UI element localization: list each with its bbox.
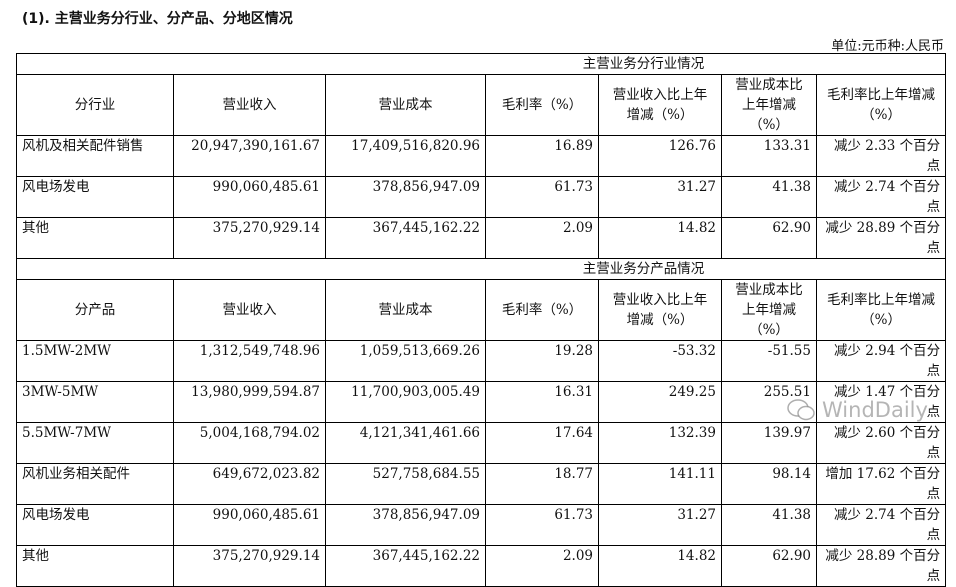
revenue-cell: 13,980,999,594.87 bbox=[173, 381, 326, 423]
margin-cell: 16.89 bbox=[485, 135, 599, 177]
revenue-cell: 990,060,485.61 bbox=[173, 176, 326, 218]
table-row: 风电场发电 990,060,485.61 378,856,947.09 61.7… bbox=[16, 504, 947, 546]
cost-change-cell: 133.31 bbox=[721, 135, 817, 177]
table-row: 1.5MW-2MW 1,312,549,748.96 1,059,513,669… bbox=[16, 340, 947, 382]
cost-cell: 527,758,684.55 bbox=[325, 463, 486, 505]
column-header: 营业成本 bbox=[325, 279, 486, 341]
revenue-cell: 649,672,023.82 bbox=[173, 463, 326, 505]
margin-change-cell: 减少 28.89 个百分点 bbox=[815, 545, 947, 587]
cost-cell: 1,059,513,669.26 bbox=[325, 340, 486, 382]
revenue-change-cell: 14.82 bbox=[598, 545, 722, 587]
revenue-change-cell: 126.76 bbox=[598, 135, 722, 177]
column-header: 营业成本比 上年增减（%） bbox=[721, 279, 817, 341]
revenue-cell: 990,060,485.61 bbox=[173, 504, 326, 546]
column-header: 营业成本 bbox=[325, 74, 486, 136]
cost-change-cell: 62.90 bbox=[721, 545, 817, 587]
column-header: 分产品 bbox=[16, 279, 174, 341]
margin-cell: 16.31 bbox=[485, 381, 599, 423]
margin-change-cell: 增加 17.62 个百分点 bbox=[815, 463, 947, 505]
cost-cell: 17,409,516,820.96 bbox=[325, 135, 486, 177]
table-row: 其他 375,270,929.14 367,445,162.22 2.09 14… bbox=[16, 545, 947, 587]
row-label: 1.5MW-2MW bbox=[16, 340, 174, 382]
column-header: 营业收入比上年 增减（%） bbox=[598, 74, 722, 136]
revenue-cell: 375,270,929.14 bbox=[173, 217, 326, 259]
margin-cell: 61.73 bbox=[485, 504, 599, 546]
margin-change-cell: 减少 28.89 个百分点 bbox=[815, 217, 947, 259]
revenue-change-cell: 31.27 bbox=[598, 504, 722, 546]
column-header: 毛利率（%） bbox=[485, 279, 599, 341]
section-row: 主营业务分产品情况 bbox=[15, 258, 947, 280]
table-row: 5.5MW-7MW 5,004,168,794.02 4,121,341,461… bbox=[16, 422, 947, 464]
revenue-change-cell: 141.11 bbox=[598, 463, 722, 505]
revenue-change-cell: 31.27 bbox=[598, 176, 722, 218]
table-row: 风机及相关配件销售 20,947,390,161.67 17,409,516,8… bbox=[16, 135, 947, 177]
column-header: 分行业 bbox=[16, 74, 174, 136]
cost-change-cell: 41.38 bbox=[721, 176, 817, 218]
row-label: 其他 bbox=[16, 217, 174, 259]
watermark: WindDaily bbox=[786, 398, 928, 422]
revenue-change-cell: 249.25 bbox=[598, 381, 722, 423]
margin-cell: 17.64 bbox=[485, 422, 599, 464]
cost-cell: 378,856,947.09 bbox=[325, 504, 486, 546]
cost-cell: 11,700,903,005.49 bbox=[325, 381, 486, 423]
revenue-cell: 375,270,929.14 bbox=[173, 545, 326, 587]
column-header: 营业收入 bbox=[173, 74, 326, 136]
table-row: 3MW-5MW 13,980,999,594.87 11,700,903,005… bbox=[16, 381, 947, 423]
revenue-cell: 1,312,549,748.96 bbox=[173, 340, 326, 382]
cost-cell: 378,856,947.09 bbox=[325, 176, 486, 218]
table-row: 风电场发电 990,060,485.61 378,856,947.09 61.7… bbox=[16, 176, 947, 218]
margin-change-cell: 减少 2.94 个百分点 bbox=[815, 340, 947, 382]
table-row: 风机业务相关配件 649,672,023.82 527,758,684.55 1… bbox=[16, 463, 947, 505]
row-label: 风机业务相关配件 bbox=[16, 463, 174, 505]
section-row: 主营业务分行业情况 bbox=[15, 53, 947, 75]
margin-change-cell: 减少 1.47 个百分点 bbox=[815, 381, 947, 423]
column-header: 营业收入 bbox=[173, 279, 326, 341]
margin-cell: 19.28 bbox=[485, 340, 599, 382]
revenue-cell: 20,947,390,161.67 bbox=[173, 135, 326, 177]
section-title: 主营业务分行业情况 bbox=[15, 53, 947, 75]
cost-change-cell: 98.14 bbox=[721, 463, 817, 505]
watermark-text: WindDaily bbox=[822, 398, 928, 422]
margin-change-cell: 减少 2.74 个百分点 bbox=[815, 504, 947, 546]
column-header: 毛利率（%） bbox=[485, 74, 599, 136]
unit-label: 单位:元币种:人民币 bbox=[831, 39, 944, 54]
margin-cell: 61.73 bbox=[485, 176, 599, 218]
margin-change-cell: 减少 2.60 个百分点 bbox=[815, 422, 947, 464]
cost-change-cell: 139.97 bbox=[721, 422, 817, 464]
cost-change-cell: -51.55 bbox=[721, 340, 817, 382]
row-label: 3MW-5MW bbox=[16, 381, 174, 423]
revenue-change-cell: 14.82 bbox=[598, 217, 722, 259]
row-label: 风电场发电 bbox=[16, 504, 174, 546]
column-header: 营业成本比 上年增减（%） bbox=[721, 74, 817, 136]
cost-cell: 4,121,341,461.66 bbox=[325, 422, 486, 464]
row-label: 5.5MW-7MW bbox=[16, 422, 174, 464]
column-header: 毛利率比上年增减 （%） bbox=[815, 74, 947, 136]
column-header: 毛利率比上年增减 （%） bbox=[815, 279, 947, 341]
column-header: 营业收入比上年 增减（%） bbox=[598, 279, 722, 341]
cost-change-cell: 62.90 bbox=[721, 217, 817, 259]
cost-cell: 367,445,162.22 bbox=[325, 217, 486, 259]
revenue-change-cell: 132.39 bbox=[598, 422, 722, 464]
margin-change-cell: 减少 2.74 个百分点 bbox=[815, 176, 947, 218]
margin-cell: 18.77 bbox=[485, 463, 599, 505]
cost-cell: 367,445,162.22 bbox=[325, 545, 486, 587]
header-row: 分产品 营业收入 营业成本 毛利率（%） 营业收入比上年 增减（%） 营业成本比 上年增减（%… bbox=[16, 279, 947, 341]
margin-change-cell: 减少 2.33 个百分点 bbox=[815, 135, 947, 177]
table-row: 其他 375,270,929.14 367,445,162.22 2.09 14… bbox=[16, 217, 947, 259]
revenue-change-cell: -53.32 bbox=[598, 340, 722, 382]
row-label: 风机及相关配件销售 bbox=[16, 135, 174, 177]
revenue-cell: 5,004,168,794.02 bbox=[173, 422, 326, 464]
margin-cell: 2.09 bbox=[485, 545, 599, 587]
section-title: 主营业务分产品情况 bbox=[15, 258, 947, 280]
row-label: 风电场发电 bbox=[16, 176, 174, 218]
header-row: 分行业 营业收入 营业成本 毛利率（%） 营业收入比上年 增减（%） 营业成本比 上年增减（%… bbox=[16, 74, 947, 136]
main-business-table: 主营业务分行业情况 分行业 营业收入 营业成本 毛利率（%） 营业收入比上年 增减（%） 营业… bbox=[15, 53, 947, 587]
wechat-icon bbox=[787, 399, 815, 421]
margin-cell: 2.09 bbox=[485, 217, 599, 259]
section-heading: (1). 主营业务分行业、分产品、分地区情况 bbox=[22, 11, 293, 27]
row-label: 其他 bbox=[16, 545, 174, 587]
cost-change-cell: 41.38 bbox=[721, 504, 817, 546]
